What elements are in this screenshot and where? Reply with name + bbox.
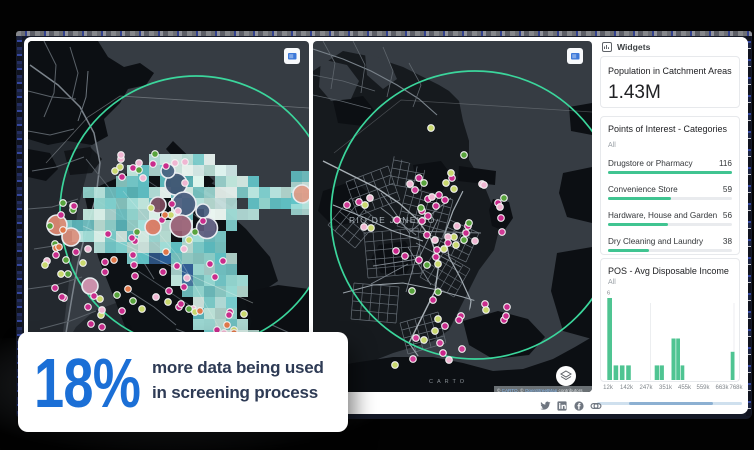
svg-text:351k: 351k xyxy=(659,385,673,391)
svg-text:6: 6 xyxy=(607,291,610,297)
svg-text:455k: 455k xyxy=(678,385,692,391)
svg-text:142k: 142k xyxy=(620,385,634,391)
svg-text:RIO DE JANEIRO: RIO DE JANEIRO xyxy=(349,215,436,225)
svg-text:768k: 768k xyxy=(729,385,743,391)
svg-text:12k: 12k xyxy=(603,385,614,391)
svg-text:559k: 559k xyxy=(696,385,710,391)
svg-text:247k: 247k xyxy=(639,385,653,391)
svg-text:© CARTO, © OpenStreetMap contr: © CARTO, © OpenStreetMap contributors xyxy=(497,387,583,392)
svg-text:663k: 663k xyxy=(715,385,729,391)
svg-text:CARTO: CARTO xyxy=(429,379,468,385)
